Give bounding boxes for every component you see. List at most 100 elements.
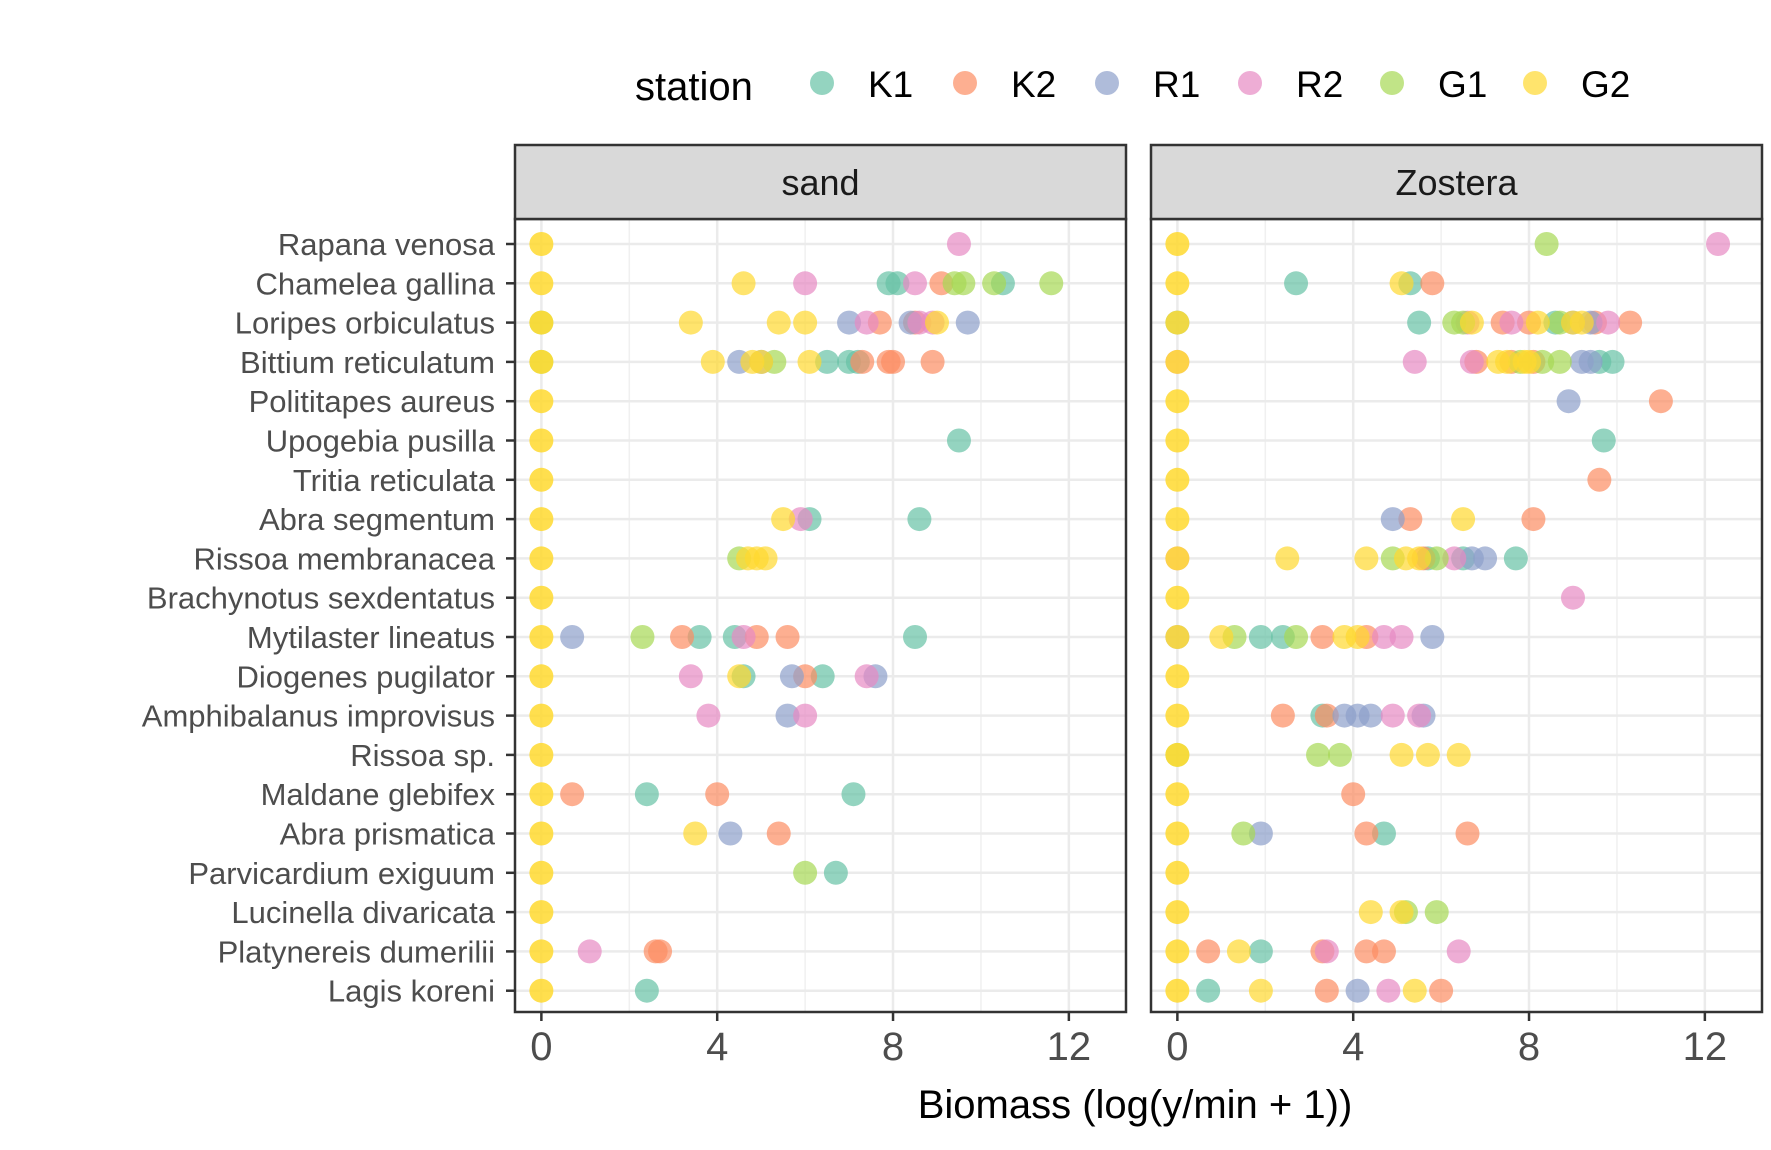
- point-k1: [1407, 310, 1432, 335]
- point-k2: [705, 782, 730, 807]
- point-k1: [1371, 821, 1396, 846]
- point-g2-zero: [529, 389, 554, 414]
- point-g1: [1284, 625, 1309, 649]
- point-k2: [1371, 939, 1396, 964]
- point-k1: [1248, 939, 1273, 964]
- point-g2-zero: [529, 467, 554, 492]
- point-r2: [1376, 978, 1401, 1003]
- point-r2: [731, 625, 756, 649]
- legend-key-k2: [953, 71, 977, 95]
- point-g2: [1407, 546, 1432, 571]
- point-g2: [1226, 939, 1251, 964]
- x-tick-label: 8: [882, 1025, 904, 1069]
- point-k2: [1420, 271, 1445, 296]
- point-r2: [1389, 625, 1414, 649]
- x-tick-label: 12: [1683, 1025, 1728, 1069]
- point-g2: [1517, 349, 1542, 374]
- facet-panels: sand 0 4 8 12 Zostera 0 4 8 12: [513, 143, 1764, 1069]
- point-g1: [1328, 742, 1353, 767]
- point-g2: [1415, 742, 1440, 767]
- point-g2: [771, 507, 796, 532]
- point-g2-zero: [1165, 507, 1190, 532]
- point-k1: [1248, 625, 1273, 649]
- point-g2-zero: [1165, 585, 1190, 610]
- point-r2: [1706, 232, 1731, 256]
- point-k1: [815, 349, 840, 374]
- point-g1: [982, 271, 1007, 296]
- point-k2: [1314, 703, 1339, 728]
- y-tick-label-amphibalanus-improvisus: Amphibalanus improvisus: [142, 699, 495, 734]
- point-r1: [1358, 703, 1383, 728]
- point-g1: [1424, 900, 1449, 925]
- y-tick-label-upogebia-pusilla: Upogebia pusilla: [266, 424, 496, 459]
- point-r2: [903, 271, 928, 296]
- y-tick-label-polititapes-aureus: Polititapes aureus: [249, 384, 495, 419]
- point-k1: [903, 625, 928, 649]
- point-r1: [837, 310, 862, 335]
- y-tick-label-abra-prismatica: Abra prismatica: [280, 817, 496, 852]
- point-g2-zero: [529, 507, 554, 532]
- point-k2: [881, 349, 906, 374]
- point-g2: [727, 664, 752, 689]
- point-g2-zero: [529, 585, 554, 610]
- point-g2: [1446, 742, 1471, 767]
- point-g2: [1275, 546, 1300, 571]
- point-k1: [885, 271, 910, 296]
- point-r1: [779, 664, 804, 689]
- y-axis-labels: Rapana venosa Chamelea gallina Loripes orb…: [142, 227, 515, 1009]
- point-r1: [1420, 625, 1445, 649]
- legend-key-r2: [1238, 71, 1262, 95]
- point-g1: [1534, 232, 1559, 256]
- point-k2: [1521, 507, 1546, 532]
- legend-label-k2: K2: [1011, 64, 1056, 105]
- point-g2-zero: [1165, 546, 1190, 571]
- legend-key-g1: [1380, 71, 1404, 95]
- y-tick-label-rissoa-sp: Rissoa sp.: [350, 738, 495, 773]
- point-k2: [1398, 507, 1423, 532]
- point-k1: [634, 782, 659, 807]
- point-g2-zero: [529, 428, 554, 453]
- point-g2: [749, 349, 774, 374]
- point-g2-zero: [529, 860, 554, 885]
- point-r2: [946, 232, 971, 256]
- point-g2: [731, 271, 756, 296]
- point-k1: [907, 507, 932, 532]
- point-g2-zero: [529, 900, 554, 925]
- point-g2-zero: [1165, 664, 1190, 689]
- y-tick-label-platynereis-dumerilii: Platynereis dumerilii: [218, 934, 495, 969]
- point-k2: [560, 782, 585, 807]
- point-g1: [1306, 742, 1331, 767]
- point-g2-zero: [529, 782, 554, 807]
- point-r2: [854, 664, 879, 689]
- point-k2: [1341, 782, 1366, 807]
- point-g2-zero: [1165, 939, 1190, 964]
- point-g2: [1248, 978, 1273, 1003]
- point-r1: [560, 625, 585, 649]
- legend-key-k1: [810, 71, 834, 95]
- point-k2: [1270, 703, 1295, 728]
- point-r1: [1556, 389, 1581, 414]
- point-g2: [797, 349, 822, 374]
- legend: station K1 K2 R1 R2 G1 G2: [635, 64, 1630, 109]
- point-g2: [1451, 507, 1476, 532]
- point-g2-zero: [1165, 860, 1190, 885]
- point-k1: [1503, 546, 1528, 571]
- point-r2: [854, 310, 879, 335]
- point-r2: [788, 507, 813, 532]
- point-k2: [766, 821, 791, 846]
- point-k2: [1429, 978, 1454, 1003]
- point-g2-zero: [1165, 782, 1190, 807]
- point-g2: [1389, 271, 1414, 296]
- point-r2: [678, 664, 703, 689]
- legend-key-g2: [1523, 71, 1547, 95]
- y-tick-label-chamelea-gallina: Chamelea gallina: [255, 266, 495, 301]
- point-g2: [753, 546, 778, 571]
- point-r2: [1446, 939, 1471, 964]
- point-g2: [1354, 546, 1379, 571]
- facet-strip: [513, 143, 1128, 221]
- point-k2: [670, 625, 695, 649]
- point-r1: [718, 821, 743, 846]
- point-r2: [1442, 546, 1467, 571]
- point-g2-zero: [529, 703, 554, 728]
